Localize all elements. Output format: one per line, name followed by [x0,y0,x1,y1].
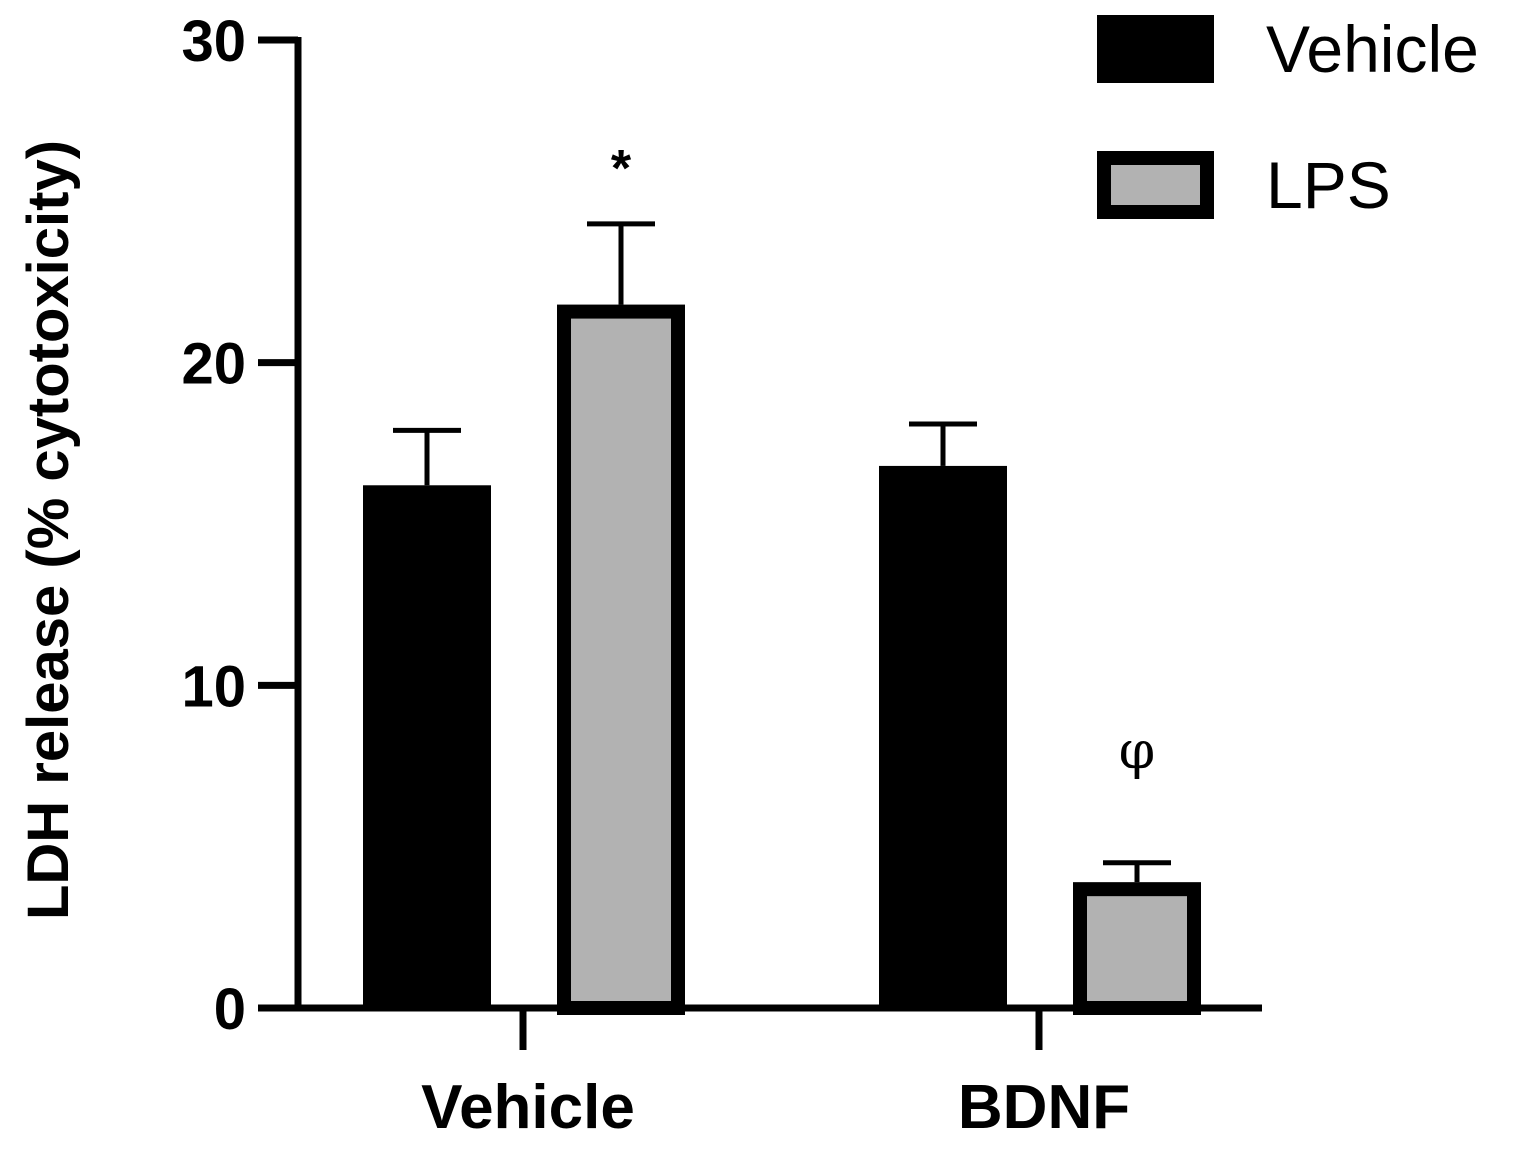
y-axis-title-group: LDH release (% cytotoxicity) [16,140,81,920]
annotation-asterisk: * [611,140,632,198]
bar-vehicle-bdnf [879,465,1007,1008]
y-axis-title: LDH release (% cytotoxicity) [16,140,81,920]
y-tick-label: 0 [214,977,246,1042]
x-category-label: BDNF [958,1073,1130,1142]
legend-label-lps: LPS [1266,148,1391,222]
x-category-label: Vehicle [421,1073,635,1142]
annotation-phi: φ [1119,721,1155,781]
y-tick-label: 10 [181,654,246,719]
plot-area: * φ 0 10 20 30 Vehicle BDNF [181,9,1262,1142]
y-tick-label: 20 [181,332,246,397]
bar-lps-bdnf [1073,882,1201,1015]
y-tick-label: 30 [181,9,246,74]
bar-vehicle-vehicle [363,485,491,1008]
legend: Vehicle LPS [1097,12,1479,222]
legend-label-vehicle: Vehicle [1266,12,1479,86]
legend-swatch-lps [1097,151,1214,219]
bar-lps-vehicle [557,304,685,1015]
legend-swatch-vehicle [1097,15,1214,83]
